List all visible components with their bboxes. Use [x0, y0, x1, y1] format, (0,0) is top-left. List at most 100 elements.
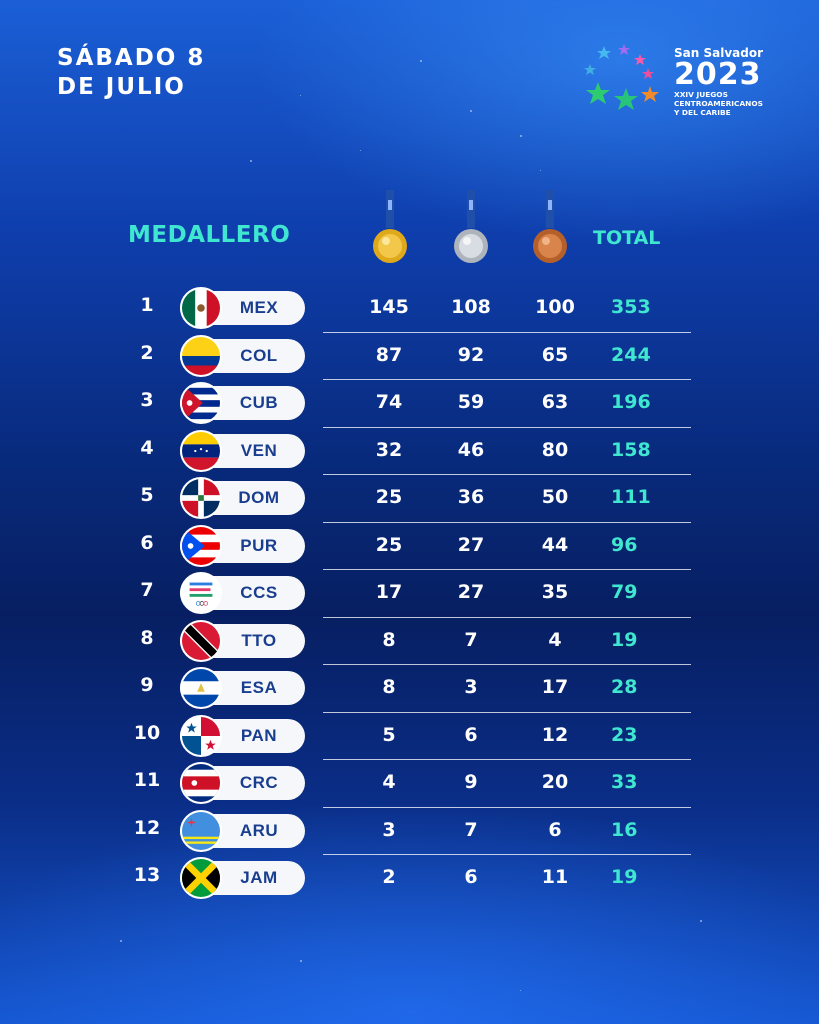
- silver-count: 46: [457, 438, 485, 461]
- country-code: ESA: [240, 678, 278, 697]
- logo-sub-3: Y DEL CARIBE: [674, 108, 731, 117]
- row-divider: [323, 521, 691, 523]
- bronze-count: 80: [541, 438, 569, 461]
- row-divider: [323, 806, 691, 808]
- gold-count: 17: [375, 581, 403, 603]
- row-divider: [323, 759, 691, 760]
- country-code: CCS: [240, 583, 278, 602]
- silver-count: 92: [457, 343, 485, 366]
- country-code: CUB: [239, 393, 279, 412]
- row-divider: [323, 474, 691, 475]
- rank-number: 10: [133, 721, 161, 744]
- flag-tto-icon: [180, 619, 222, 662]
- bronze-count: 100: [535, 296, 575, 318]
- silver-count: 7: [464, 818, 478, 841]
- logo-year: 2023: [674, 57, 762, 92]
- gold-count: 8: [382, 676, 396, 698]
- country-code: TTO: [241, 630, 277, 650]
- bronze-count: 20: [541, 771, 569, 793]
- rank-number: 8: [140, 626, 154, 649]
- total-count: 16: [611, 818, 638, 841]
- silver-count: 7: [464, 628, 478, 651]
- silver-count: 59: [457, 391, 485, 413]
- rank-number: 2: [140, 341, 154, 364]
- total-count: 79: [611, 581, 638, 603]
- total-header: TOTAL: [593, 227, 661, 249]
- total-count: 23: [611, 723, 638, 746]
- bronze-count: 65: [541, 343, 569, 366]
- flag-mex-icon: [180, 287, 222, 329]
- rank-number: 7: [140, 579, 154, 601]
- rank-number: 9: [140, 674, 154, 696]
- gold-count: 25: [375, 486, 403, 508]
- silver-count: 6: [464, 723, 478, 746]
- row-divider: [323, 854, 691, 855]
- silver-count: 6: [464, 866, 478, 888]
- row-divider: [323, 379, 691, 380]
- total-count: 196: [611, 391, 651, 413]
- country-code: CRC: [239, 773, 279, 792]
- country-code: MEX: [239, 298, 279, 317]
- rank-number: 4: [140, 436, 154, 459]
- total-count: 19: [611, 866, 638, 888]
- total-count: 353: [611, 296, 651, 318]
- rank-number: 3: [140, 389, 154, 411]
- silver-medal-icon: [454, 190, 488, 263]
- country-code: JAM: [240, 868, 278, 887]
- flag-ccs-icon: [180, 572, 222, 614]
- gold-count: 87: [375, 343, 403, 366]
- country-code: PAN: [240, 725, 278, 745]
- silver-count: 27: [457, 533, 485, 556]
- total-count: 111: [611, 486, 651, 508]
- date-line-1: SÁBADO 8: [57, 45, 206, 71]
- bronze-count: 6: [548, 818, 562, 841]
- logo-sub-2: CENTROAMERICANOS: [674, 99, 763, 108]
- gold-count: 3: [382, 818, 396, 841]
- rank-number: 11: [133, 769, 161, 791]
- rank-number: 12: [133, 816, 161, 839]
- silver-count: 36: [457, 486, 485, 508]
- rank-number: 1: [140, 294, 154, 316]
- flag-esa-icon: [180, 667, 222, 709]
- logo-sub-1: XXIV JUEGOS: [674, 90, 728, 99]
- silver-count: 9: [464, 771, 478, 793]
- flag-ven-icon: [180, 429, 222, 472]
- bronze-count: 12: [541, 723, 569, 746]
- country-code: COL: [240, 345, 278, 365]
- total-count: 96: [611, 533, 638, 556]
- bronze-count: 11: [541, 866, 569, 888]
- rank-number: 5: [140, 484, 154, 506]
- gold-count: 32: [375, 438, 403, 461]
- date-line-2: DE JULIO: [57, 74, 186, 100]
- total-count: 19: [611, 628, 638, 651]
- gold-count: 2: [382, 866, 396, 888]
- total-count: 158: [611, 438, 651, 461]
- country-code: DOM: [238, 488, 280, 507]
- logo-city: San Salvador: [674, 46, 763, 60]
- row-divider: [323, 664, 691, 665]
- flag-crc-icon: [180, 762, 222, 804]
- flag-pan-icon: [180, 714, 222, 757]
- gold-count: 5: [382, 723, 396, 746]
- bronze-count: 50: [541, 486, 569, 508]
- rank-number: 6: [140, 531, 154, 554]
- rank-number: 13: [133, 864, 161, 886]
- silver-count: 108: [451, 296, 491, 318]
- total-count: 33: [611, 771, 638, 793]
- country-code: VEN: [240, 440, 278, 460]
- date-label: SÁBADO 8 DE JULIO: [57, 44, 205, 102]
- row-divider: [323, 331, 691, 333]
- games-logo: San Salvador 2023 XXIV JUEGOS CENTROAMER…: [580, 42, 780, 128]
- bronze-count: 44: [541, 533, 569, 556]
- gold-count: 4: [382, 771, 396, 793]
- gold-count: 8: [382, 628, 396, 651]
- bronze-medal-icon: [533, 190, 567, 263]
- bronze-count: 4: [548, 628, 562, 651]
- row-divider: [323, 569, 691, 570]
- row-divider: [323, 426, 691, 428]
- logo-text: San Salvador 2023 XXIV JUEGOS CENTROAMER…: [674, 46, 763, 117]
- silver-count: 3: [464, 676, 478, 698]
- flag-jam-icon: [180, 857, 222, 899]
- gold-count: 74: [375, 391, 403, 413]
